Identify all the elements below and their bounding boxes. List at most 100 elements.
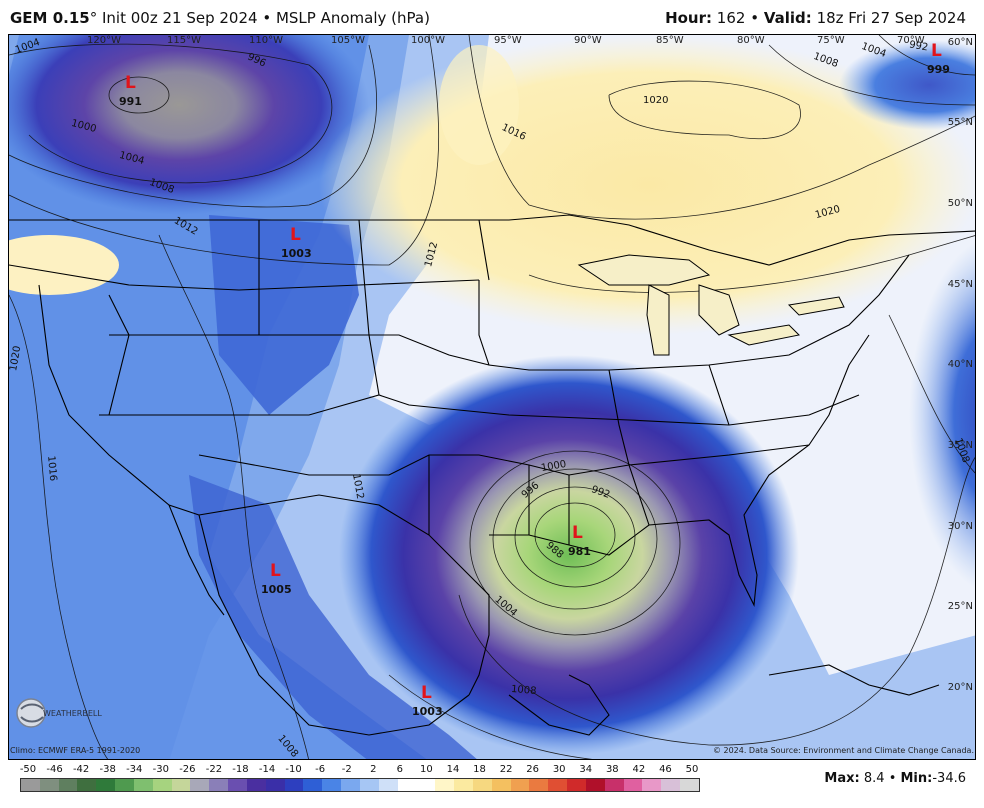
colorbar-swatch <box>359 779 379 791</box>
lon-label: 75°W <box>817 35 845 46</box>
lat-label: 20°N <box>947 682 973 693</box>
low-pressure-value: 1003 <box>281 247 312 260</box>
lat-label: 55°N <box>947 117 973 128</box>
colorbar-swatch <box>679 779 699 791</box>
low-pressure-marker: L <box>290 225 301 245</box>
chart-title: GEM 0.15° Init 00z 21 Sep 2024 • MSLP An… <box>10 9 430 27</box>
colorbar-swatch <box>39 779 59 791</box>
colorbar-swatch <box>623 779 643 791</box>
lon-label: 115°W <box>167 35 201 46</box>
colorbar-swatch <box>510 779 530 791</box>
min-value: -34.6 <box>932 771 966 786</box>
colorbar <box>20 778 700 792</box>
logo-text: WEATHERBELL <box>43 709 102 718</box>
low-pressure-marker: L <box>270 561 281 581</box>
colorbar-swatch <box>397 779 417 791</box>
colorbar-swatch <box>454 779 473 791</box>
colorbar-swatch <box>284 779 304 791</box>
colorbar-tick-label: -18 <box>232 764 249 775</box>
colorbar-tick-label: 34 <box>579 764 593 775</box>
colorbar-swatch <box>435 779 455 791</box>
colorbar-tick-label: -14 <box>258 764 276 775</box>
low-pressure-marker: L <box>931 41 942 61</box>
colorbar-tick-label: 42 <box>632 764 646 775</box>
colorbar-tick-label: -34 <box>126 764 143 775</box>
lon-label: 100°W <box>411 35 445 46</box>
low-pressure-marker: L <box>125 73 136 93</box>
colorbar-swatch <box>491 779 511 791</box>
low-pressure-value: 981 <box>568 545 591 558</box>
map-canvas <box>9 35 975 759</box>
colorbar-tick-label: -42 <box>72 764 90 775</box>
colorbar-swatch <box>567 779 586 791</box>
valid-time-info: Hour: 162 • Valid: 18z Fri 27 Sep 2024 <box>665 9 966 27</box>
colorbar-swatch <box>171 779 191 791</box>
colorbar-swatch <box>604 779 624 791</box>
colorbar-swatch <box>548 779 568 791</box>
lat-label: 45°N <box>947 279 973 290</box>
colorbar-swatch <box>416 779 436 791</box>
colorbar-swatch <box>96 779 116 791</box>
colorbar-tick-label: 22 <box>499 764 513 775</box>
colorbar-tick-label: 2 <box>370 764 377 775</box>
low-pressure-value: 991 <box>119 95 142 108</box>
colorbar-tick-label: 6 <box>396 764 404 775</box>
lat-label: 50°N <box>947 198 973 209</box>
colorbar-tick-label: 26 <box>526 764 539 775</box>
lon-label: 90°W <box>574 35 602 46</box>
borders <box>9 214 975 736</box>
colorbar-swatch <box>322 779 342 791</box>
colorbar-tick-label: -10 <box>285 764 302 775</box>
product-name: MSLP Anomaly (hPa) <box>275 9 430 27</box>
colorbar-tick-label: -46 <box>46 764 63 775</box>
colorbar-swatch <box>209 779 229 791</box>
contour-label: 1020 <box>643 95 669 106</box>
colorbar-tick-label: -26 <box>179 764 196 775</box>
colorbar-swatch <box>472 779 492 791</box>
colorbar-tick-label: -38 <box>99 764 116 775</box>
colorbar-tick-label: -2 <box>341 764 352 775</box>
colorbar-swatch <box>133 779 153 791</box>
colorbar-tick-label: 46 <box>659 764 672 775</box>
max-min-readout: Max: 8.4 • Min:-34.6 <box>824 771 966 786</box>
colorbar-swatch <box>642 779 662 791</box>
lat-label: 30°N <box>947 521 973 532</box>
contour-label: 1008 <box>510 683 537 698</box>
lat-label: 25°N <box>947 601 973 612</box>
init-time: Init 00z 21 Sep 2024 <box>102 9 258 27</box>
colorbar-tick-label: 50 <box>685 764 699 775</box>
colorbar-swatch <box>378 779 398 791</box>
colorbar-swatch <box>529 779 549 791</box>
colorbar-tick-label: -6 <box>315 764 326 775</box>
colorbar-tick-label: 30 <box>552 764 566 775</box>
max-value: 8.4 <box>863 771 885 786</box>
lon-label: 110°W <box>249 35 283 46</box>
low-pressure-value: 1003 <box>412 705 443 718</box>
colorbar-tick-label: -30 <box>152 764 169 775</box>
colorbar-tick-label: 10 <box>420 764 433 775</box>
colorbar-ticks: -50 -46 -42 -38 -34 -30 -26 -22 -18 -14 -10 -6 -2 2 6 1… <box>20 764 700 776</box>
weather-map[interactable]: 120°W 115°W 110°W 105°W 100°W 95°W 90°W … <box>8 34 976 760</box>
colorbar-swatch <box>228 779 247 791</box>
colorbar-swatch <box>265 779 285 791</box>
colorbar-tick-label: -50 <box>19 764 37 775</box>
low-pressure-value: 999 <box>927 63 950 76</box>
colorbar-tick-label: -22 <box>205 764 223 775</box>
forecast-hour: 162 <box>716 9 746 27</box>
copyright-note: © 2024. Data Source: Environment and Cli… <box>712 746 974 755</box>
model-name: GEM 0.15 <box>10 9 90 27</box>
low-pressure-marker: L <box>572 523 583 543</box>
contour-label: 1016 <box>45 455 59 482</box>
colorbar-swatch <box>341 779 360 791</box>
weatherbell-logo: WEATHERBELL <box>13 695 103 731</box>
colorbar-swatch <box>585 779 605 791</box>
valid-time: 18z Fri 27 Sep 2024 <box>816 9 966 27</box>
climo-note: Climo: ECMWF ERA-5 1991-2020 <box>10 746 141 755</box>
colorbar-swatch <box>246 779 266 791</box>
lon-label: 85°W <box>656 35 684 46</box>
low-pressure-marker: L <box>421 683 432 703</box>
colorbar-swatch <box>661 779 680 791</box>
colorbar-tick-label: 38 <box>605 764 619 775</box>
colorbar-swatch <box>21 779 40 791</box>
colorbar-swatch <box>77 779 97 791</box>
